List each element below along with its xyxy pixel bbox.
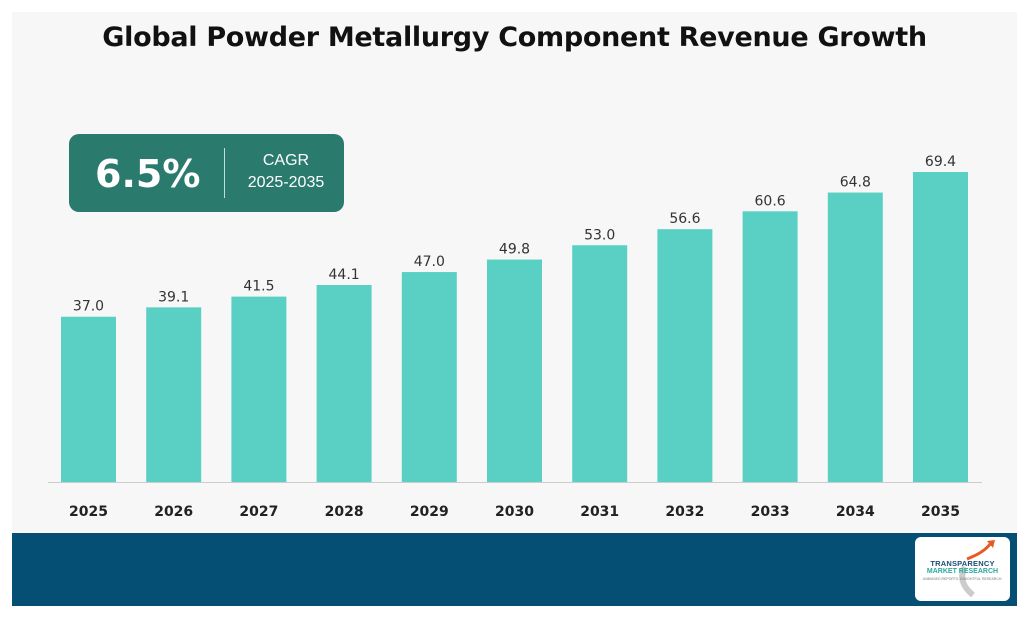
logo-tagline: UNBIASED REPORTS. INSIGHTFUL RESEARCH. bbox=[922, 577, 1003, 581]
company-logo: TRANSPARENCY MARKET RESEARCH UNBIASED RE… bbox=[915, 537, 1010, 601]
cagr-value: 6.5% bbox=[95, 152, 201, 196]
x-tick-label-2029: 2029 bbox=[410, 504, 449, 520]
value-label-2034: 64.8 bbox=[840, 175, 871, 191]
logo-text-primary: TRANSPARENCY bbox=[930, 559, 995, 568]
cagr-period: 2025-2035 bbox=[247, 174, 325, 191]
bar-2025 bbox=[61, 316, 116, 482]
x-tick-label-2034: 2034 bbox=[836, 504, 875, 520]
bar-2033 bbox=[742, 211, 798, 483]
value-label-2029: 47.0 bbox=[414, 254, 445, 270]
bar-2031 bbox=[572, 245, 628, 482]
cagr-divider bbox=[224, 148, 225, 198]
chart-title: Global Powder Metallurgy Component Reven… bbox=[102, 22, 927, 53]
x-tick-label-2033: 2033 bbox=[751, 504, 790, 520]
bar-2035 bbox=[913, 172, 968, 482]
x-tick-label-2035: 2035 bbox=[921, 504, 960, 520]
x-tick-label-2025: 2025 bbox=[69, 504, 108, 520]
bar-2034 bbox=[827, 192, 883, 482]
bar-2026 bbox=[146, 307, 202, 482]
bar-2028 bbox=[316, 285, 372, 482]
bar-2029 bbox=[401, 272, 457, 482]
value-label-2032: 56.6 bbox=[669, 211, 700, 227]
x-tick-label-2027: 2027 bbox=[239, 504, 278, 520]
x-tick-label-2026: 2026 bbox=[154, 504, 193, 520]
value-label-2030: 49.8 bbox=[499, 242, 530, 258]
value-label-2026: 39.1 bbox=[158, 289, 189, 305]
x-tick-label-2032: 2032 bbox=[665, 504, 704, 520]
value-label-2031: 53.0 bbox=[584, 227, 615, 243]
cagr-label-block: CAGR 2025-2035 bbox=[236, 150, 336, 194]
logo-text-secondary: MARKET RESEARCH bbox=[926, 568, 999, 575]
bars-group: 37.0 2025 39.1 2026 41.5 2027 44.1 2028 47.0 2029… bbox=[61, 154, 968, 520]
bar-2030 bbox=[487, 259, 542, 482]
footer-band bbox=[12, 533, 1017, 606]
x-tick-label-2031: 2031 bbox=[580, 504, 619, 520]
value-label-2033: 60.6 bbox=[755, 193, 786, 209]
cagr-badge: 6.5% CAGR 2025-2035 bbox=[69, 134, 344, 212]
value-label-2028: 44.1 bbox=[329, 267, 360, 283]
value-label-2025: 37.0 bbox=[73, 299, 104, 315]
value-label-2035: 69.4 bbox=[925, 154, 956, 170]
x-tick-label-2028: 2028 bbox=[325, 504, 364, 520]
logo-arrow-icon bbox=[959, 540, 995, 598]
bar-2032 bbox=[657, 229, 713, 482]
bar-2027 bbox=[231, 296, 287, 482]
cagr-label: CAGR bbox=[262, 152, 310, 169]
value-label-2027: 41.5 bbox=[243, 279, 274, 295]
x-tick-label-2030: 2030 bbox=[495, 504, 534, 520]
